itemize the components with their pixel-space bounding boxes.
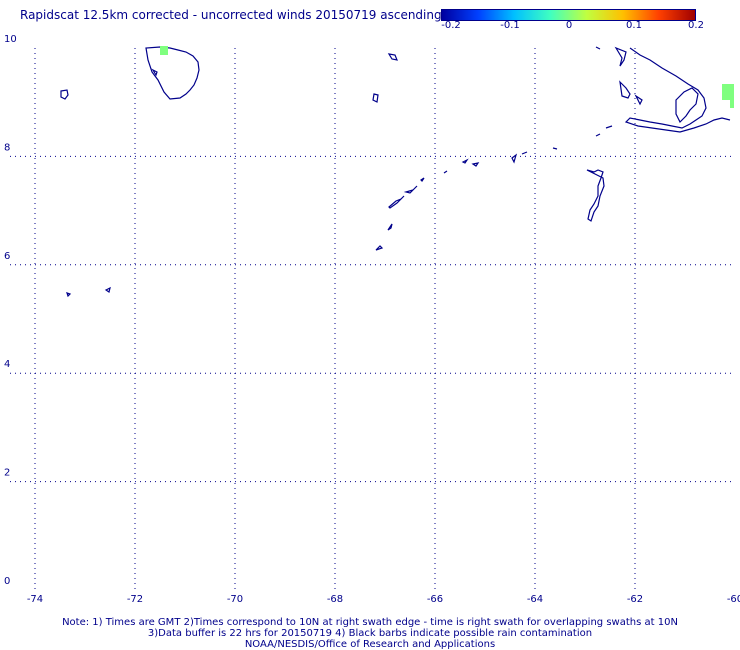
coastline-island [104, 286, 111, 293]
coastline-fragment [521, 151, 528, 155]
coastline-fragment [461, 158, 469, 164]
wind-difference-patch [722, 84, 734, 100]
colorbar-tick-label: 0 [565, 20, 573, 31]
colorbar-tick-label: -0.1 [500, 20, 520, 31]
colorbar [441, 9, 696, 21]
coastline-island [595, 133, 601, 137]
coastline-island [634, 94, 643, 106]
lon-tick-label: -64 [527, 594, 543, 605]
wind-difference-patch [160, 46, 168, 55]
lat-tick-label: 8 [4, 142, 10, 153]
coastline-fragment [387, 223, 393, 231]
coastline [60, 46, 731, 298]
lat-tick-label: 10 [4, 34, 17, 45]
coastline-fragment [552, 147, 558, 150]
lon-tick-label: -60 [727, 594, 740, 605]
footnote-line-1: Note: 1) Times are GMT 2)Times correspon… [62, 617, 678, 628]
lon-tick-label: -72 [127, 594, 143, 605]
lat-tick-label: 4 [4, 359, 10, 370]
lon-tick-label: -70 [227, 594, 243, 605]
coastline-fragment [511, 153, 518, 164]
lon-tick-label: -68 [327, 594, 343, 605]
coastline-island [675, 87, 699, 124]
lat-tick-label: 2 [4, 468, 10, 479]
coastline-island [605, 125, 613, 129]
coastline-island [624, 47, 731, 133]
coastline-island [60, 89, 69, 100]
coastline-island [66, 292, 72, 298]
coastline-island [372, 93, 379, 103]
lat-lon-grid [10, 48, 735, 590]
coastline-fragment [420, 177, 425, 182]
coastline-fragment [403, 185, 418, 194]
coastline-fragment [443, 170, 448, 174]
lat-tick-label: 0 [4, 576, 10, 587]
coastline-island [151, 68, 158, 77]
lon-tick-label: -74 [27, 594, 43, 605]
colorbar-tick-label: -0.2 [441, 20, 461, 31]
wind-difference-patch [730, 98, 734, 108]
coastline-island [619, 80, 631, 99]
coastline-fragment [375, 245, 384, 251]
lon-tick-label: -62 [627, 594, 643, 605]
colorbar-tick-label: 0.1 [626, 20, 642, 31]
lat-tick-label: 6 [4, 251, 10, 262]
coastline-island [595, 46, 601, 50]
coastline-fragment [471, 162, 480, 167]
coastline-island [387, 53, 398, 61]
coastline-island [145, 46, 200, 100]
footnote-line-2: 3)Data buffer is 22 hrs for 20150719 4) … [147, 628, 593, 639]
figure-title: Rapidscat 12.5km corrected - uncorrected… [20, 8, 442, 22]
coastline-fragment [388, 195, 405, 209]
coastline-island [586, 169, 605, 222]
colorbar-tick-label: 0.2 [688, 20, 704, 31]
lon-tick-label: -66 [427, 594, 443, 605]
coastline-island [614, 46, 627, 67]
footnote-line-3: NOAA/NESDIS/Office of Research and Appli… [244, 639, 496, 650]
